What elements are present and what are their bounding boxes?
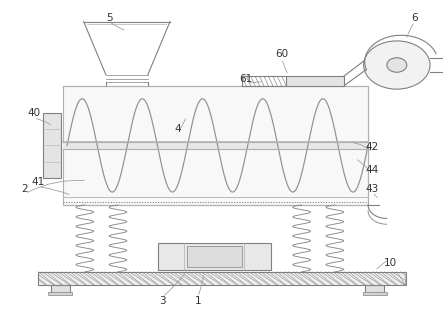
- Bar: [38, 272, 406, 285]
- Bar: [363, 292, 387, 295]
- Bar: [63, 86, 368, 205]
- Bar: [186, 246, 242, 267]
- Bar: [158, 243, 271, 270]
- Bar: [48, 292, 72, 295]
- Text: 6: 6: [411, 13, 418, 23]
- Bar: [43, 113, 61, 178]
- Text: 41: 41: [32, 177, 45, 187]
- Circle shape: [364, 41, 430, 89]
- Bar: [63, 141, 368, 149]
- Text: 40: 40: [28, 108, 40, 118]
- Text: 43: 43: [366, 184, 379, 194]
- Text: 61: 61: [240, 75, 253, 85]
- Text: 3: 3: [159, 297, 166, 307]
- Text: 4: 4: [174, 124, 181, 134]
- Text: 44: 44: [366, 164, 379, 174]
- Bar: [365, 285, 385, 293]
- Bar: [286, 76, 344, 86]
- Text: 1: 1: [194, 297, 201, 307]
- Bar: [51, 285, 70, 293]
- Text: 42: 42: [366, 142, 379, 152]
- Text: 10: 10: [384, 258, 397, 268]
- Text: 2: 2: [22, 184, 28, 194]
- Text: 60: 60: [275, 49, 288, 59]
- Text: 5: 5: [106, 13, 112, 23]
- Circle shape: [387, 58, 407, 72]
